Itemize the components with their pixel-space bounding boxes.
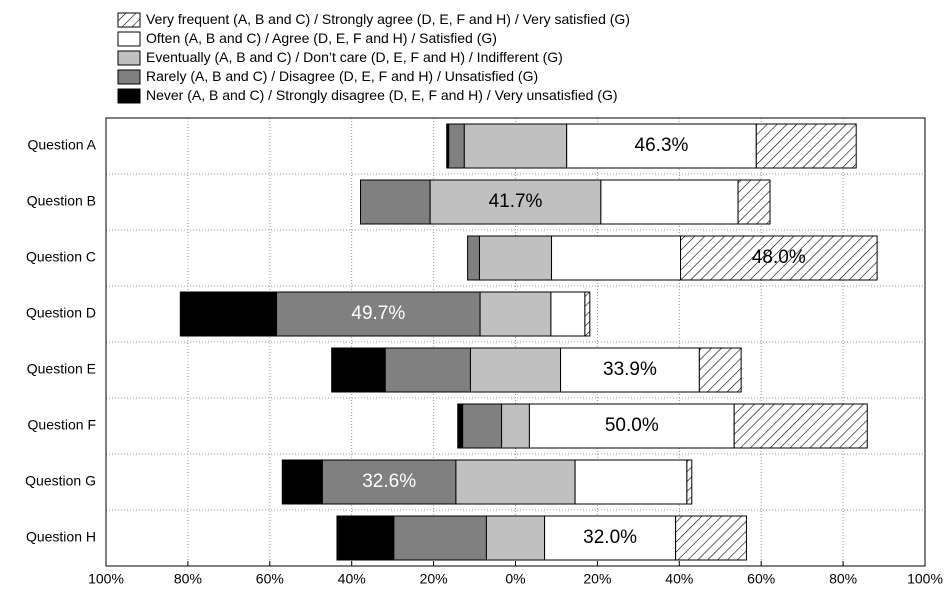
- legend-swatch: [117, 12, 141, 28]
- bar-segment: [393, 515, 487, 561]
- bar-segment: [686, 459, 693, 505]
- data-label: 46.3%: [635, 135, 689, 156]
- bar-segment: [544, 515, 677, 561]
- data-label: 50.0%: [605, 415, 659, 436]
- bar-segment: [467, 235, 480, 281]
- bar-segment: [551, 235, 682, 281]
- y-tick-label: Question A: [28, 137, 97, 153]
- bar-segment: [584, 291, 591, 337]
- data-label: 32.0%: [583, 527, 637, 548]
- bar-segment: [600, 179, 739, 225]
- bar-segment: [501, 403, 530, 449]
- y-tick-label: Question G: [25, 473, 96, 489]
- x-tick-label: 20%: [583, 571, 611, 587]
- bar-segment: [469, 347, 562, 393]
- y-tick-label: Question F: [28, 417, 96, 433]
- legend-label: Often (A, B and C) / Agree (D, E, F and …: [146, 30, 497, 46]
- bar-segment: [680, 235, 878, 281]
- x-tick-label: 80%: [174, 571, 202, 587]
- bar-segment: [479, 291, 552, 337]
- bar-segment: [331, 347, 386, 393]
- bar-segment: [429, 179, 602, 225]
- bar-segment: [675, 515, 747, 561]
- bar-segment: [574, 459, 688, 505]
- bar-segment: [550, 291, 586, 337]
- data-label: 33.9%: [603, 359, 657, 380]
- legend-swatch: [117, 88, 141, 104]
- legend-label: Never (A, B and C) / Strongly disagree (…: [146, 87, 618, 103]
- data-label: 32.6%: [362, 471, 416, 492]
- x-tick-label: 40%: [338, 571, 366, 587]
- y-tick-label: Question C: [26, 249, 96, 265]
- y-tick-label: Question H: [26, 529, 96, 545]
- y-tick-label: Question B: [27, 193, 96, 209]
- bar-segment: [321, 459, 457, 505]
- x-tick-label: 40%: [665, 571, 693, 587]
- legend-label: Rarely (A, B and C) / Disagree (D, E, F …: [146, 68, 538, 84]
- bar-segment: [566, 123, 757, 169]
- bar-segment: [737, 179, 771, 225]
- data-label: 49.7%: [351, 303, 405, 324]
- legend-swatch: [117, 69, 141, 85]
- bar-segment: [360, 179, 431, 225]
- bar-segment: [276, 291, 481, 337]
- bar-segment: [455, 459, 576, 505]
- bar-segment: [281, 459, 323, 505]
- bar-segment: [733, 403, 868, 449]
- bar-segment: [485, 515, 546, 561]
- bar-segment: [457, 403, 464, 449]
- x-tick-label: 100%: [88, 571, 124, 587]
- data-label: 41.7%: [489, 191, 543, 212]
- legend-swatch: [117, 31, 141, 47]
- bar-segment: [698, 347, 742, 393]
- data-label: 48.0%: [752, 247, 806, 268]
- plot-frame: [105, 117, 926, 567]
- x-tick-label: 60%: [256, 571, 284, 587]
- bar-segment: [336, 515, 395, 561]
- x-tick-label: 80%: [829, 571, 857, 587]
- legend-swatch: [117, 50, 141, 66]
- bar-segment: [478, 235, 553, 281]
- bar-segment: [448, 123, 465, 169]
- bar-segment: [179, 291, 278, 337]
- bar-segment: [462, 403, 503, 449]
- x-tick-label: 20%: [420, 571, 448, 587]
- legend-label: Eventually (A, B and C) / Don’t care (D,…: [146, 49, 563, 65]
- bar-segment: [384, 347, 471, 393]
- bar-segment: [463, 123, 568, 169]
- y-tick-label: Question D: [26, 305, 96, 321]
- x-tick-label: 100%: [907, 571, 943, 587]
- x-tick-label: 60%: [747, 571, 775, 587]
- legend-label: Very frequent (A, B and C) / Strongly ag…: [146, 11, 630, 27]
- x-tick-label: 0%: [505, 571, 525, 587]
- bar-segment: [755, 123, 857, 169]
- y-tick-label: Question E: [27, 361, 96, 377]
